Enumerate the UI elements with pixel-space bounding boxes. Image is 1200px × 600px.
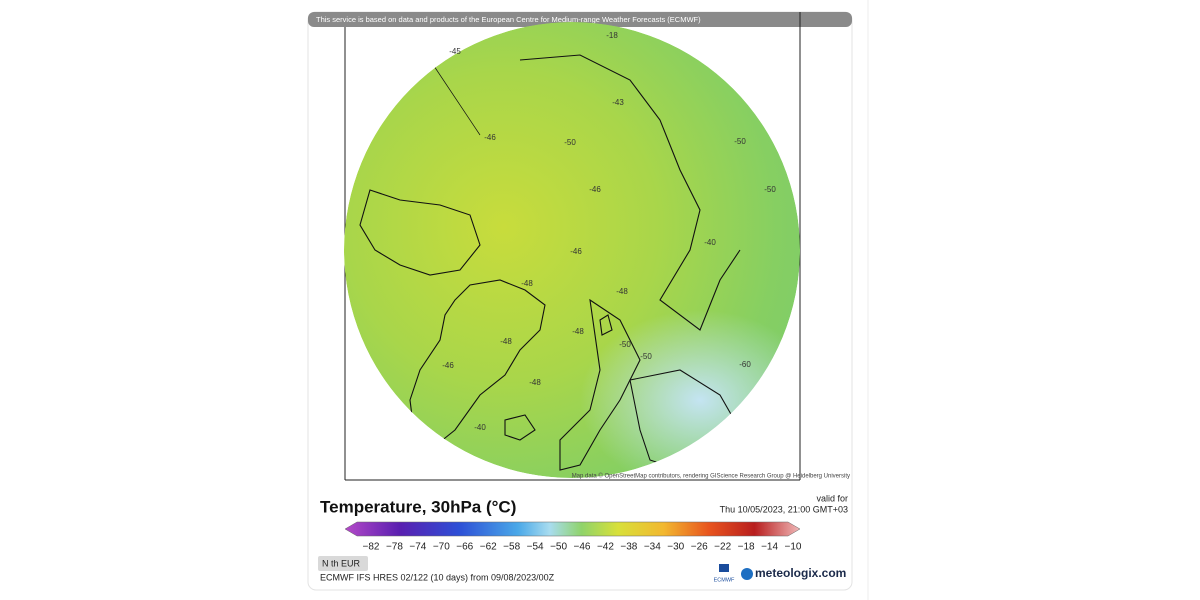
colorbar-tick-label: −42 [597, 542, 614, 553]
colorbar-tick-label: −78 [386, 542, 403, 553]
contour-label: -48 [572, 327, 584, 336]
region-badge [318, 556, 368, 571]
brand: meteologix.com [755, 566, 846, 580]
contour-label: -46 [442, 361, 454, 370]
colorbar-tick-label: −54 [527, 542, 544, 553]
contour-label: -50 [734, 137, 746, 146]
contour-label: -46 [484, 133, 496, 142]
colorbar-tick-label: −46 [574, 542, 591, 553]
colorbar-tick-label: −66 [456, 542, 473, 553]
contour-label: -50 [764, 185, 776, 194]
contour-label: -48 [500, 337, 512, 346]
colorbar-tick-label: −82 [363, 542, 380, 553]
colorbar-tick-label: −18 [738, 542, 755, 553]
contour-label: -50 [619, 340, 631, 349]
model-run: ECMWF IFS HRES 02/122 (10 days) from 09/… [320, 572, 555, 582]
colorbar-tick-label: −34 [644, 542, 661, 553]
ecmwf-icon [719, 564, 729, 572]
valid-time: Thu 10/05/2023, 21:00 GMT+03 [720, 504, 848, 514]
colorbar-tick-label: −30 [667, 542, 684, 553]
contour-label: -50 [640, 352, 652, 361]
valid-for: valid for [816, 493, 848, 503]
contour-label: -46 [570, 247, 582, 256]
attribution: This service is based on data and produc… [316, 15, 701, 24]
contour-label: -48 [616, 287, 628, 296]
legend-title: Temperature, 30hPa (°C) [320, 497, 516, 516]
attribution-bar [308, 12, 852, 27]
contour-label: -46 [589, 185, 601, 194]
brand-icon [741, 568, 753, 580]
map-attribution: Map data © OpenStreetMap contributors, r… [572, 473, 850, 480]
region: N th EUR [322, 558, 361, 568]
contour-label: -50 [564, 138, 576, 147]
colorbar-tick-label: −62 [480, 542, 497, 553]
colorbar-tick-label: −50 [550, 542, 567, 553]
colorbar-tick-label: −22 [714, 542, 731, 553]
colorbar-tick-label: −58 [503, 542, 520, 553]
contour-label: -45 [449, 47, 461, 56]
contour-label: -60 [739, 360, 751, 369]
contour-label: -18 [606, 31, 618, 40]
contour-label: -48 [521, 279, 533, 288]
colorbar-tick-label: −70 [433, 542, 450, 553]
colorbar-tick-label: −38 [620, 542, 637, 553]
colorbar-tick-label: −10 [785, 542, 802, 553]
colorbar [344, 521, 801, 537]
contour-label: -43 [612, 98, 624, 107]
colorbar-tick-label: −14 [761, 542, 778, 553]
colorbar-tick-label: −26 [691, 542, 708, 553]
contour-label: -48 [529, 378, 541, 387]
contour-label: -40 [474, 423, 486, 432]
colorbar-tick-label: −74 [409, 542, 426, 553]
contour-label: -40 [704, 238, 716, 247]
ecmwf-logo: ECMWF [714, 577, 735, 583]
